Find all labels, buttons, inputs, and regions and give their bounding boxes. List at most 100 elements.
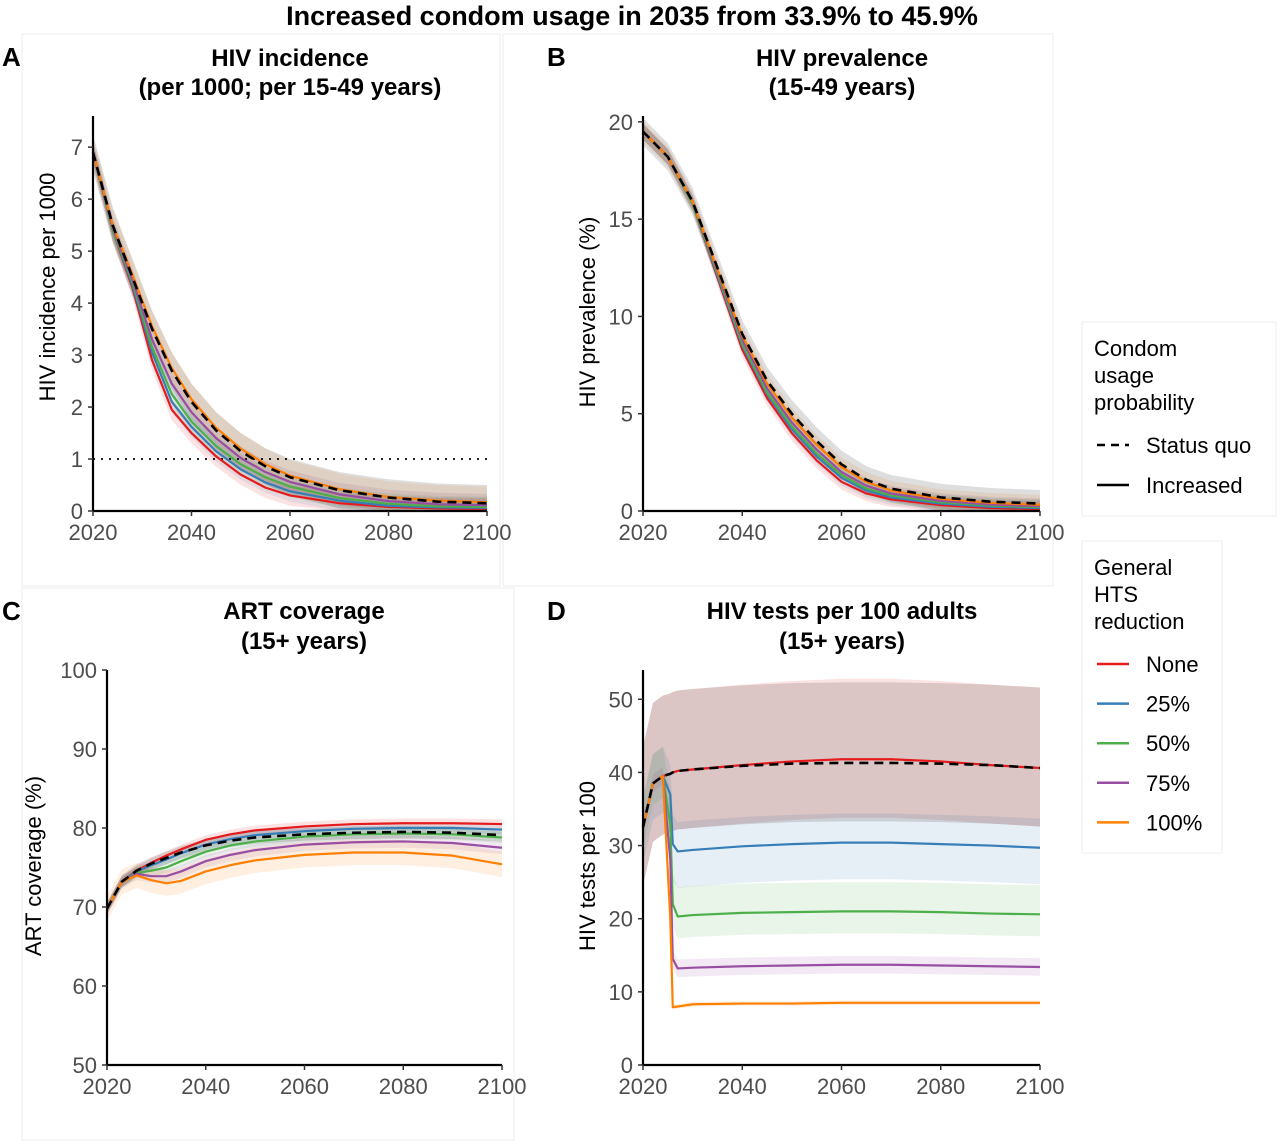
condom-legend-title-line1: Condom [1094, 336, 1177, 361]
panel-d-y-tick-label-1: 10 [609, 980, 633, 1005]
panel-d-band-0 [643, 678, 1040, 886]
panel-b-x-tick-label-0: 2020 [619, 520, 668, 545]
condom-legend-title-line3: probability [1094, 390, 1194, 415]
panel-d-y-tick-label-2: 20 [609, 907, 633, 932]
panel-c-y-tick-label-1: 60 [73, 974, 97, 999]
panel-b-x-tick-label-2: 2060 [817, 520, 866, 545]
panel-c-x-tick-label-3: 2080 [379, 1074, 428, 1099]
hts-legend-box [1081, 540, 1223, 854]
condom-legend-box [1081, 321, 1277, 517]
panel-d-plot: 2020 2040 2060 2080 2100 0 10 20 30 40 50 [609, 670, 1064, 1099]
panel-b-x-tick-label-4: 2100 [1016, 520, 1065, 545]
panel-a-x-tick-label-0: 2020 [69, 520, 118, 545]
panel-a-y-tick-label-3: 3 [71, 343, 83, 368]
panel-a-frame [21, 33, 501, 587]
panel-b-plot: 2020 2040 2060 2080 2100 0 5 10 15 20 [609, 110, 1065, 545]
panel-d-y-tick-label-4: 40 [609, 760, 633, 785]
panel-a-plot: 2020 2040 2060 2080 2100 0 1 2 3 4 5 6 7 [69, 116, 512, 545]
panel-a-line-3 [91, 152, 488, 507]
panel-c-y-tick-label-4: 90 [73, 737, 97, 762]
panel-b-y-tick-label-3: 15 [609, 207, 633, 232]
increased-legend-label: Increased [1146, 473, 1243, 498]
panel-a-band-1 [93, 141, 487, 511]
panel-a-band-3 [93, 140, 487, 511]
panel-a-y-tick-label-5: 5 [71, 239, 83, 264]
panel-d-x-tick-label-2: 2060 [817, 1074, 866, 1099]
panel-b-y-tick-label-1: 5 [621, 402, 633, 427]
panel-a-x-tick-label-1: 2040 [167, 520, 216, 545]
hts-legend-label-4: 100% [1146, 810, 1202, 835]
panel-c-x-tick-label-1: 2040 [181, 1074, 230, 1099]
panel-a-y-tick-label-1: 1 [71, 447, 83, 472]
panel-a-y-tick-label-2: 2 [71, 395, 83, 420]
panel-d-title-line1: HIV tests per 100 adults [707, 598, 978, 625]
condom-legend-title-line2: usage [1094, 363, 1154, 388]
panel-c-x-tick-label-0: 2020 [83, 1074, 132, 1099]
panel-c-ylabel: ART coverage (%) [21, 776, 46, 956]
panel-c-title-line2: (15+ years) [241, 628, 367, 655]
panel-d-x-tick-label-3: 2080 [916, 1074, 965, 1099]
panel-c-frame [21, 587, 515, 1141]
panel-b-title-line2: (15-49 years) [769, 74, 916, 101]
panel-d-band-2 [643, 746, 1040, 939]
panel-a-x-tick-label-4: 2100 [463, 520, 512, 545]
panel-a-y-tick-label-6: 6 [71, 187, 83, 212]
panel-d-band-5 [643, 682, 1040, 886]
hts-legend-items: None 25% 50% 75% 100% [1097, 652, 1202, 835]
panel-b-line-5 [642, 130, 1041, 505]
panel-d-title-line2: (15+ years) [779, 628, 905, 655]
panel-c-line-4 [106, 851, 503, 910]
panel-a-y-tick-label-0: 0 [71, 499, 83, 524]
panel-a-title-line2: (per 1000; per 15-49 years) [139, 74, 442, 101]
panel-c-y-tick-label-5: 100 [60, 658, 97, 683]
panel-a-line-5 [91, 152, 488, 505]
panel-c-y-tick-label-2: 70 [73, 895, 97, 920]
panel-b-frame [502, 33, 1054, 587]
panel-c-line-5 [105, 830, 503, 910]
panel-a-y-tick-label-4: 4 [71, 291, 83, 316]
hts-legend-label-0: None [1146, 652, 1199, 677]
hts-legend-title-line3: reduction [1094, 609, 1185, 634]
panel-d-y-tick-label-3: 30 [609, 834, 633, 859]
panel-letter-c: C [2, 596, 21, 626]
panel-c-title-line1: ART coverage [223, 598, 384, 625]
hts-legend-title-line1: General [1094, 555, 1172, 580]
panel-c-band-2 [107, 828, 502, 915]
panel-d-y-tick-label-5: 50 [609, 687, 633, 712]
panel-c-band-0 [107, 818, 502, 914]
panel-c-band-3 [107, 835, 502, 915]
panel-b-y-tick-label-4: 20 [609, 110, 633, 135]
panel-a-x-tick-label-3: 2080 [364, 520, 413, 545]
hts-legend-label-3: 75% [1146, 771, 1190, 796]
panel-d-line-4 [641, 774, 1040, 1009]
hts-legend-label-2: 50% [1146, 731, 1190, 756]
panel-a-band-5 [93, 134, 487, 511]
panel-c-x-tick-label-4: 2100 [478, 1074, 527, 1099]
panel-c-y-tick-label-3: 80 [73, 816, 97, 841]
panel-b-x-tick-label-1: 2040 [718, 520, 767, 545]
panel-a-title-line1: HIV incidence [211, 45, 368, 72]
panel-c-line-3 [106, 840, 503, 910]
panel-b-x-tick-label-3: 2080 [916, 520, 965, 545]
panel-c-y-tick-label-0: 50 [73, 1053, 97, 1078]
panel-letter-b: B [547, 42, 566, 72]
panel-a-y-tick-label-7: 7 [71, 135, 83, 160]
panel-d-line-5 [641, 761, 1041, 828]
panel-c-plot: 2020 2040 2060 2080 2100 50 60 70 80 90 100 [60, 658, 526, 1099]
panel-letter-a: A [2, 42, 21, 72]
panel-b-y-tick-label-0: 0 [621, 499, 633, 524]
panel-a-ylabel: HIV incidence per 1000 [35, 173, 60, 402]
panel-c-x-tick-label-2: 2060 [280, 1074, 329, 1099]
hts-legend-title-line2: HTS [1094, 582, 1138, 607]
panel-b-ylabel: HIV prevalence (%) [575, 217, 600, 408]
panel-d-band-1 [643, 746, 1040, 888]
panel-b-title-line1: HIV prevalence [756, 45, 928, 72]
panel-a-band-2 [93, 141, 487, 511]
panel-d-ylabel: HIV tests per 100 [575, 781, 600, 951]
panel-d-y-tick-label-0: 0 [621, 1053, 633, 1078]
panel-a-x-tick-label-2: 2060 [266, 520, 315, 545]
panel-letter-d: D [547, 596, 566, 626]
status-quo-legend-label: Status quo [1146, 433, 1251, 458]
panel-c-line-2 [106, 832, 503, 910]
